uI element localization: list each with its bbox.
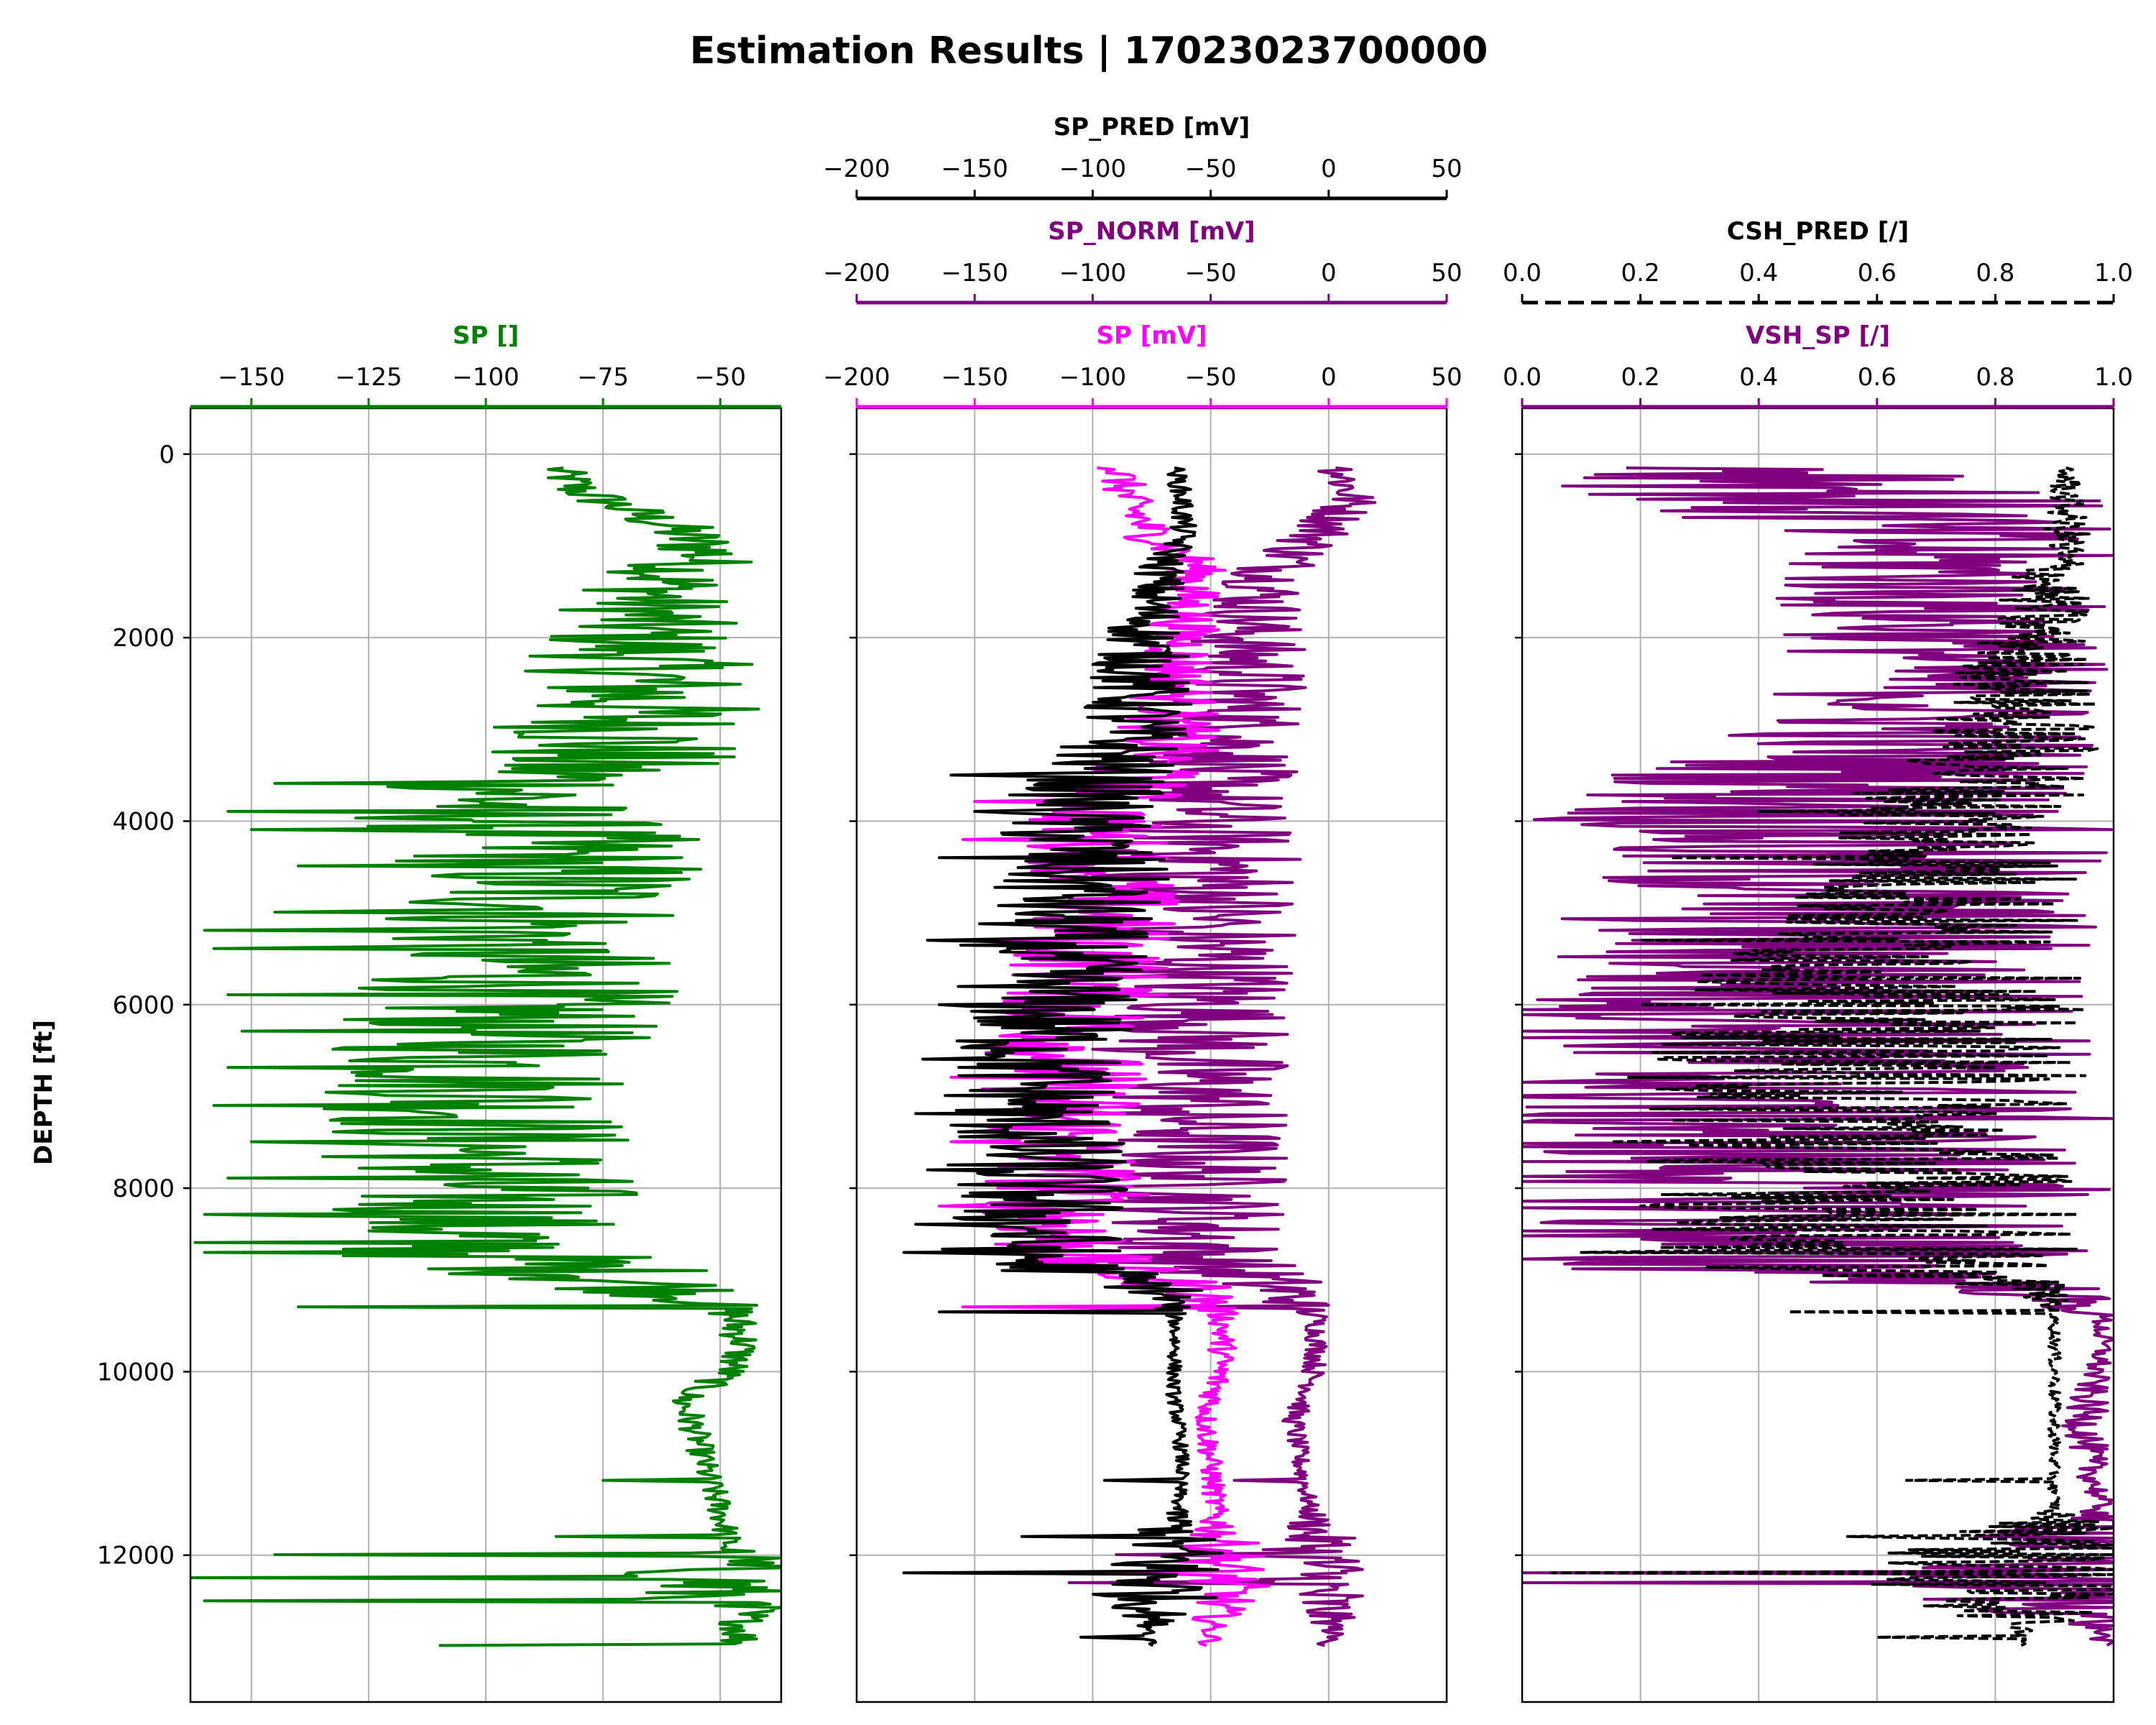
y-tick-label: 2000 <box>112 624 175 653</box>
x-tick-label: −200 <box>823 155 890 183</box>
x-tick-label: −125 <box>335 363 402 392</box>
y-tick-label: 12000 <box>97 1542 175 1570</box>
x-tick-label: −50 <box>1185 155 1237 183</box>
x-axis-label: CSH_PRED [/] <box>1727 217 1909 246</box>
track-2: −200 −150 −100 −50 0 50 SP [mV] −200 −150 −100 −50… <box>823 113 1462 1703</box>
figure-title: Estimation Results | 17023023700000 <box>690 29 1488 73</box>
x-tick-label: −100 <box>1059 363 1126 392</box>
x-axis-label: SP [] <box>453 321 519 350</box>
x-tick-label: −150 <box>941 363 1008 392</box>
y-tick-label: 8000 <box>112 1174 175 1203</box>
x-tick-label: 0.0 <box>1503 259 1542 288</box>
y-tick-label: 4000 <box>112 807 175 836</box>
x-tick-label: −100 <box>1059 259 1126 288</box>
x-tick-label: 0.2 <box>1621 259 1660 288</box>
x-axis-label: VSH_SP [/] <box>1746 321 1890 350</box>
x-axis-label: SP_NORM [mV] <box>1048 217 1255 246</box>
track-3: 0.0 0.2 0.4 0.6 0.8 1.0 VSH_SP [/] 0.0 0.2 0.4 0.6… <box>1503 217 2133 1703</box>
x-tick-label: 1.0 <box>2094 363 2133 392</box>
x-tick-label: 50 <box>1431 363 1462 392</box>
series-line-sp-pred-mv <box>902 466 1225 1647</box>
x-tick-label: 50 <box>1431 155 1462 183</box>
x-axis-label: SP_PRED [mV] <box>1054 113 1250 142</box>
x-tick-label: 0 <box>1321 155 1337 183</box>
x-tick-label: −50 <box>694 363 746 392</box>
x-tick-label: 0.6 <box>1858 259 1897 288</box>
x-tick-label: −100 <box>452 363 519 392</box>
depth-axis-label: DEPTH [ft] <box>29 1020 58 1165</box>
x-tick-label: −200 <box>823 363 890 392</box>
y-tick-label: 0 <box>159 441 175 469</box>
x-tick-label: −50 <box>1185 259 1237 288</box>
x-tick-label: −200 <box>823 259 890 288</box>
x-tick-label: 0.2 <box>1621 363 1660 392</box>
x-tick-label: −75 <box>577 363 629 392</box>
series-line-sp-norm-mv <box>1067 466 1377 1647</box>
x-tick-label: 0.6 <box>1858 363 1897 392</box>
series-line-sp <box>190 466 781 1647</box>
x-tick-label: 0.4 <box>1739 363 1778 392</box>
series-line-csh-pred <box>1550 466 2114 1647</box>
track-1: 0 2000 4000 6000 8000 10000 12000 −150 −125 −100 −… <box>97 321 783 1703</box>
x-tick-label: −100 <box>1059 155 1126 183</box>
x-tick-label: −150 <box>218 363 285 392</box>
series-line-sp-mv <box>914 466 1271 1647</box>
x-tick-label: −150 <box>941 155 1008 183</box>
y-tick-label: 10000 <box>97 1358 175 1386</box>
y-tick-label: 6000 <box>112 991 175 1020</box>
x-axis-label: SP [mV] <box>1096 321 1207 350</box>
x-tick-label: 0.8 <box>1976 259 2014 288</box>
x-tick-label: −50 <box>1185 363 1237 392</box>
x-tick-label: −150 <box>941 259 1008 288</box>
x-tick-label: 0.8 <box>1976 363 2014 392</box>
x-tick-label: 0.0 <box>1503 363 1542 392</box>
x-tick-label: 0 <box>1321 259 1337 288</box>
x-tick-label: 0.4 <box>1739 259 1778 288</box>
x-tick-label: 1.0 <box>2094 259 2133 288</box>
x-tick-label: 0 <box>1321 363 1337 392</box>
x-tick-label: 50 <box>1431 259 1462 288</box>
